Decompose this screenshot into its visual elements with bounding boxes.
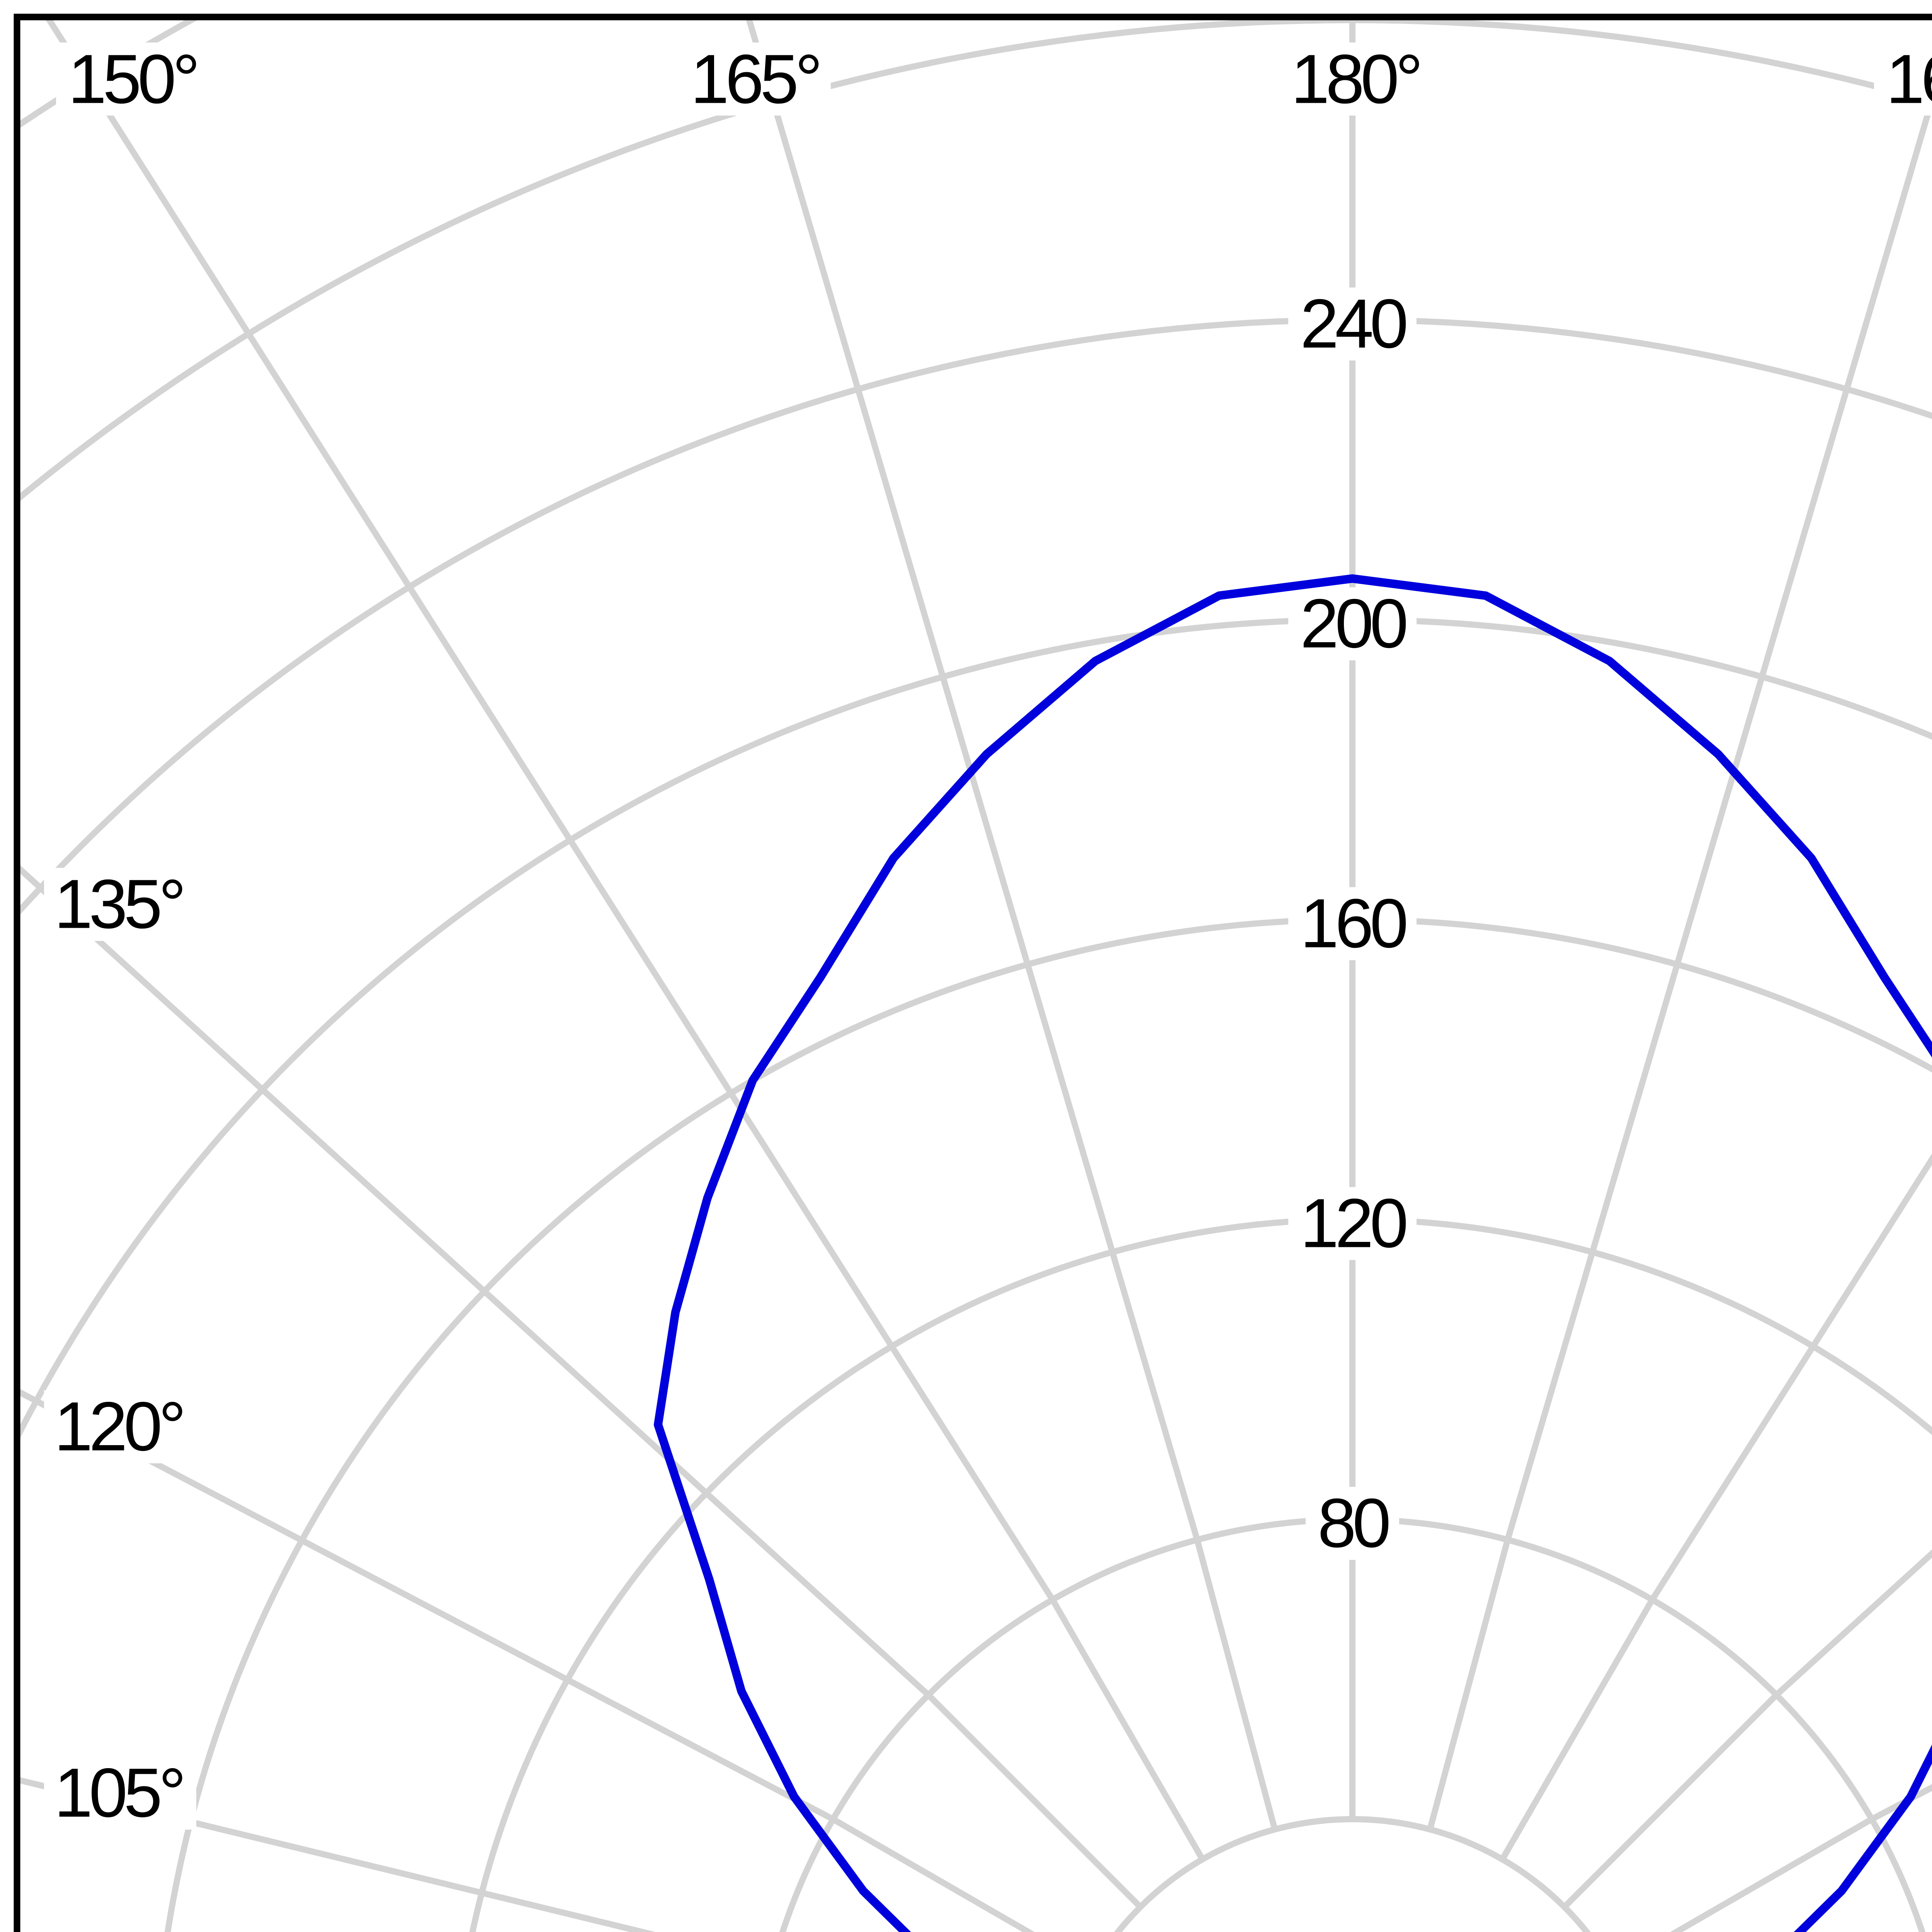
svg-text:180°: 180° — [1291, 41, 1419, 118]
svg-text:120°: 120° — [54, 1388, 182, 1466]
svg-text:160: 160 — [1300, 885, 1406, 963]
svg-text:105°: 105° — [54, 1754, 182, 1832]
svg-text:135°: 135° — [54, 866, 182, 943]
svg-text:150°: 150° — [68, 41, 196, 118]
svg-text:165°: 165° — [690, 41, 819, 118]
svg-text:120: 120 — [1300, 1185, 1406, 1262]
svg-text:165°: 165° — [1886, 41, 1932, 118]
svg-text:80: 80 — [1318, 1485, 1389, 1562]
svg-text:200: 200 — [1300, 585, 1406, 663]
svg-text:240: 240 — [1300, 285, 1406, 363]
